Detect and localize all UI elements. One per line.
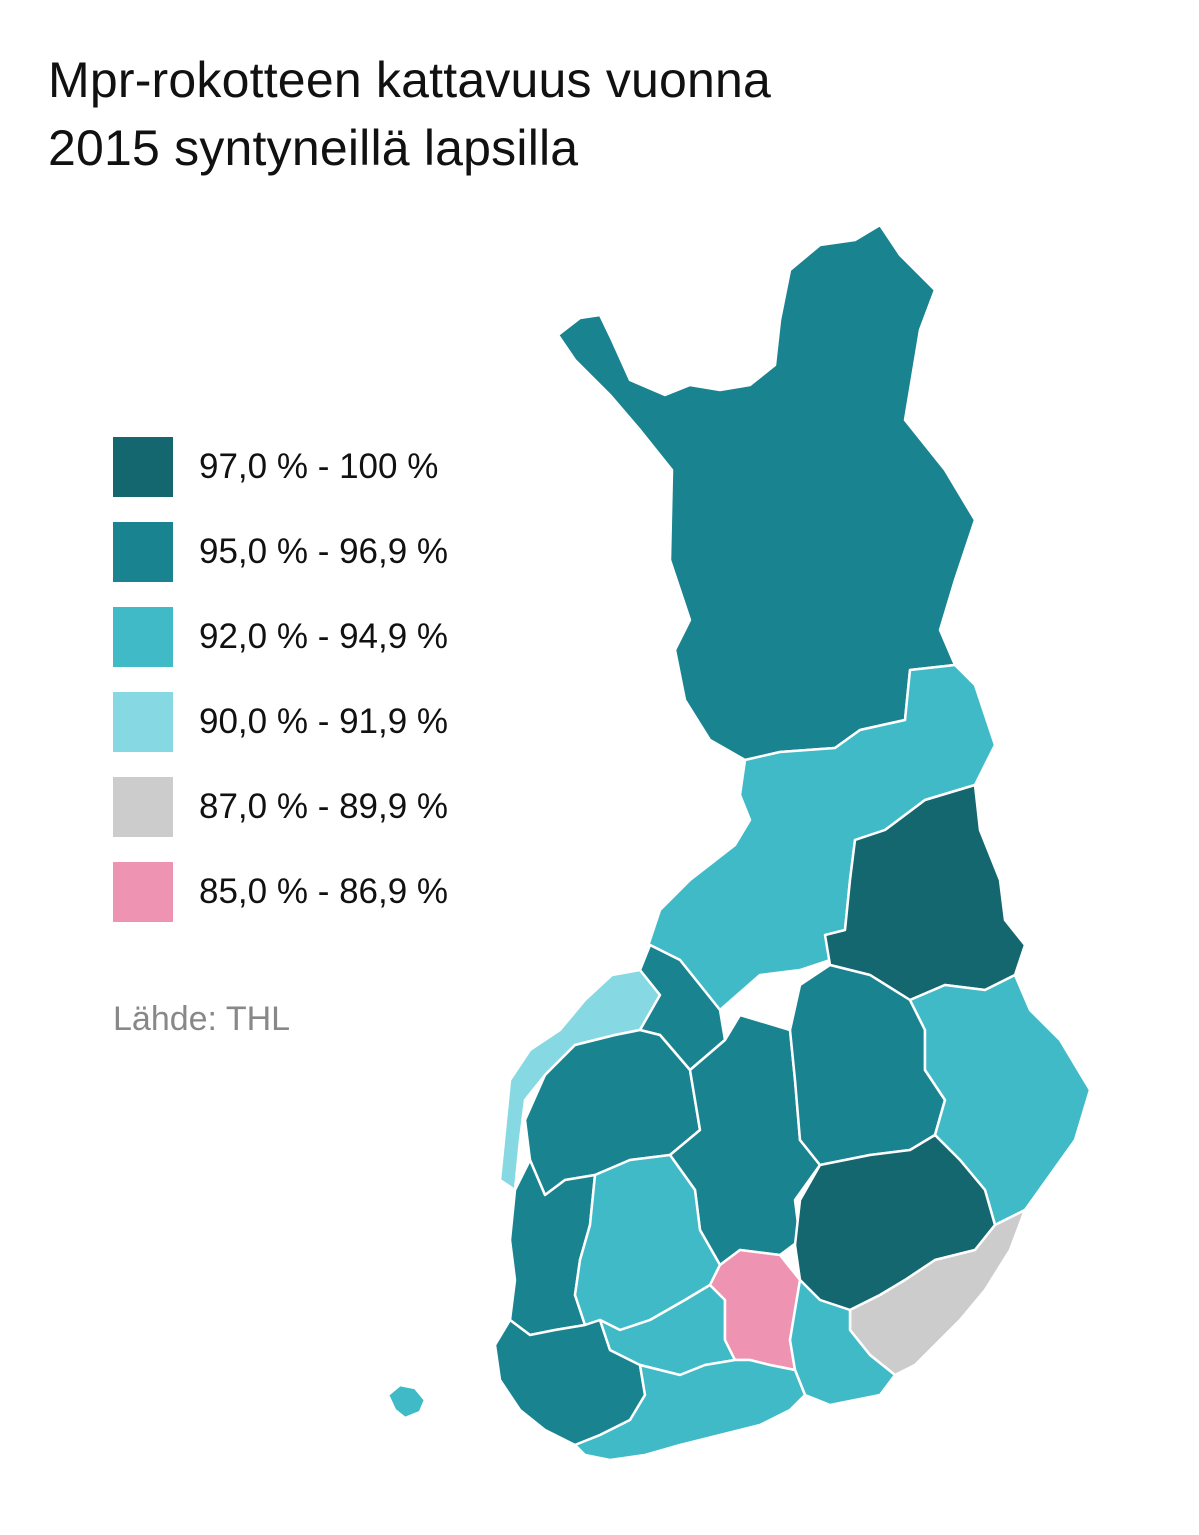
- region-ahvenanmaa: [386, 1383, 427, 1420]
- legend-label: 90,0 % - 91,9 %: [199, 702, 449, 741]
- legend-swatch: [113, 777, 173, 837]
- region-uusimaa: [573, 1358, 807, 1462]
- source-note: Lähde: THL: [113, 1000, 291, 1038]
- title-line-2: 2015 syntyneillä lapsilla: [48, 120, 579, 176]
- legend-label: 92,0 % - 94,9 %: [199, 617, 449, 656]
- legend-label: 85,0 % - 86,9 %: [199, 872, 449, 911]
- legend-label: 87,0 % - 89,9 %: [199, 787, 449, 826]
- legend-item: 85,0 % - 86,9 %: [113, 862, 533, 922]
- legend-swatch: [113, 692, 173, 752]
- legend-swatch: [113, 522, 173, 582]
- legend-item: 95,0 % - 96,9 %: [113, 522, 533, 582]
- region-kymenlaakso: [788, 1278, 897, 1407]
- region-pohjois-karjala: [908, 973, 1092, 1227]
- legend-item: 92,0 % - 94,9 %: [113, 607, 533, 667]
- legend-label: 97,0 % - 100 %: [199, 447, 439, 486]
- legend-item: 90,0 % - 91,9 %: [113, 692, 533, 752]
- legend-swatch: [113, 607, 173, 667]
- legend-swatch: [113, 437, 173, 497]
- region-lappi: [556, 223, 977, 762]
- map-title: Mpr-rokotteen kattavuus vuonna 2015 synt…: [48, 46, 1048, 182]
- legend-swatch: [113, 862, 173, 922]
- title-line-1: Mpr-rokotteen kattavuus vuonna: [48, 52, 772, 108]
- legend-item: 87,0 % - 89,9 %: [113, 777, 533, 837]
- legend-label: 95,0 % - 96,9 %: [199, 532, 449, 571]
- legend-item: 97,0 % - 100 %: [113, 437, 533, 497]
- legend: 97,0 % - 100 % 95,0 % - 96,9 % 92,0 % - …: [113, 437, 533, 947]
